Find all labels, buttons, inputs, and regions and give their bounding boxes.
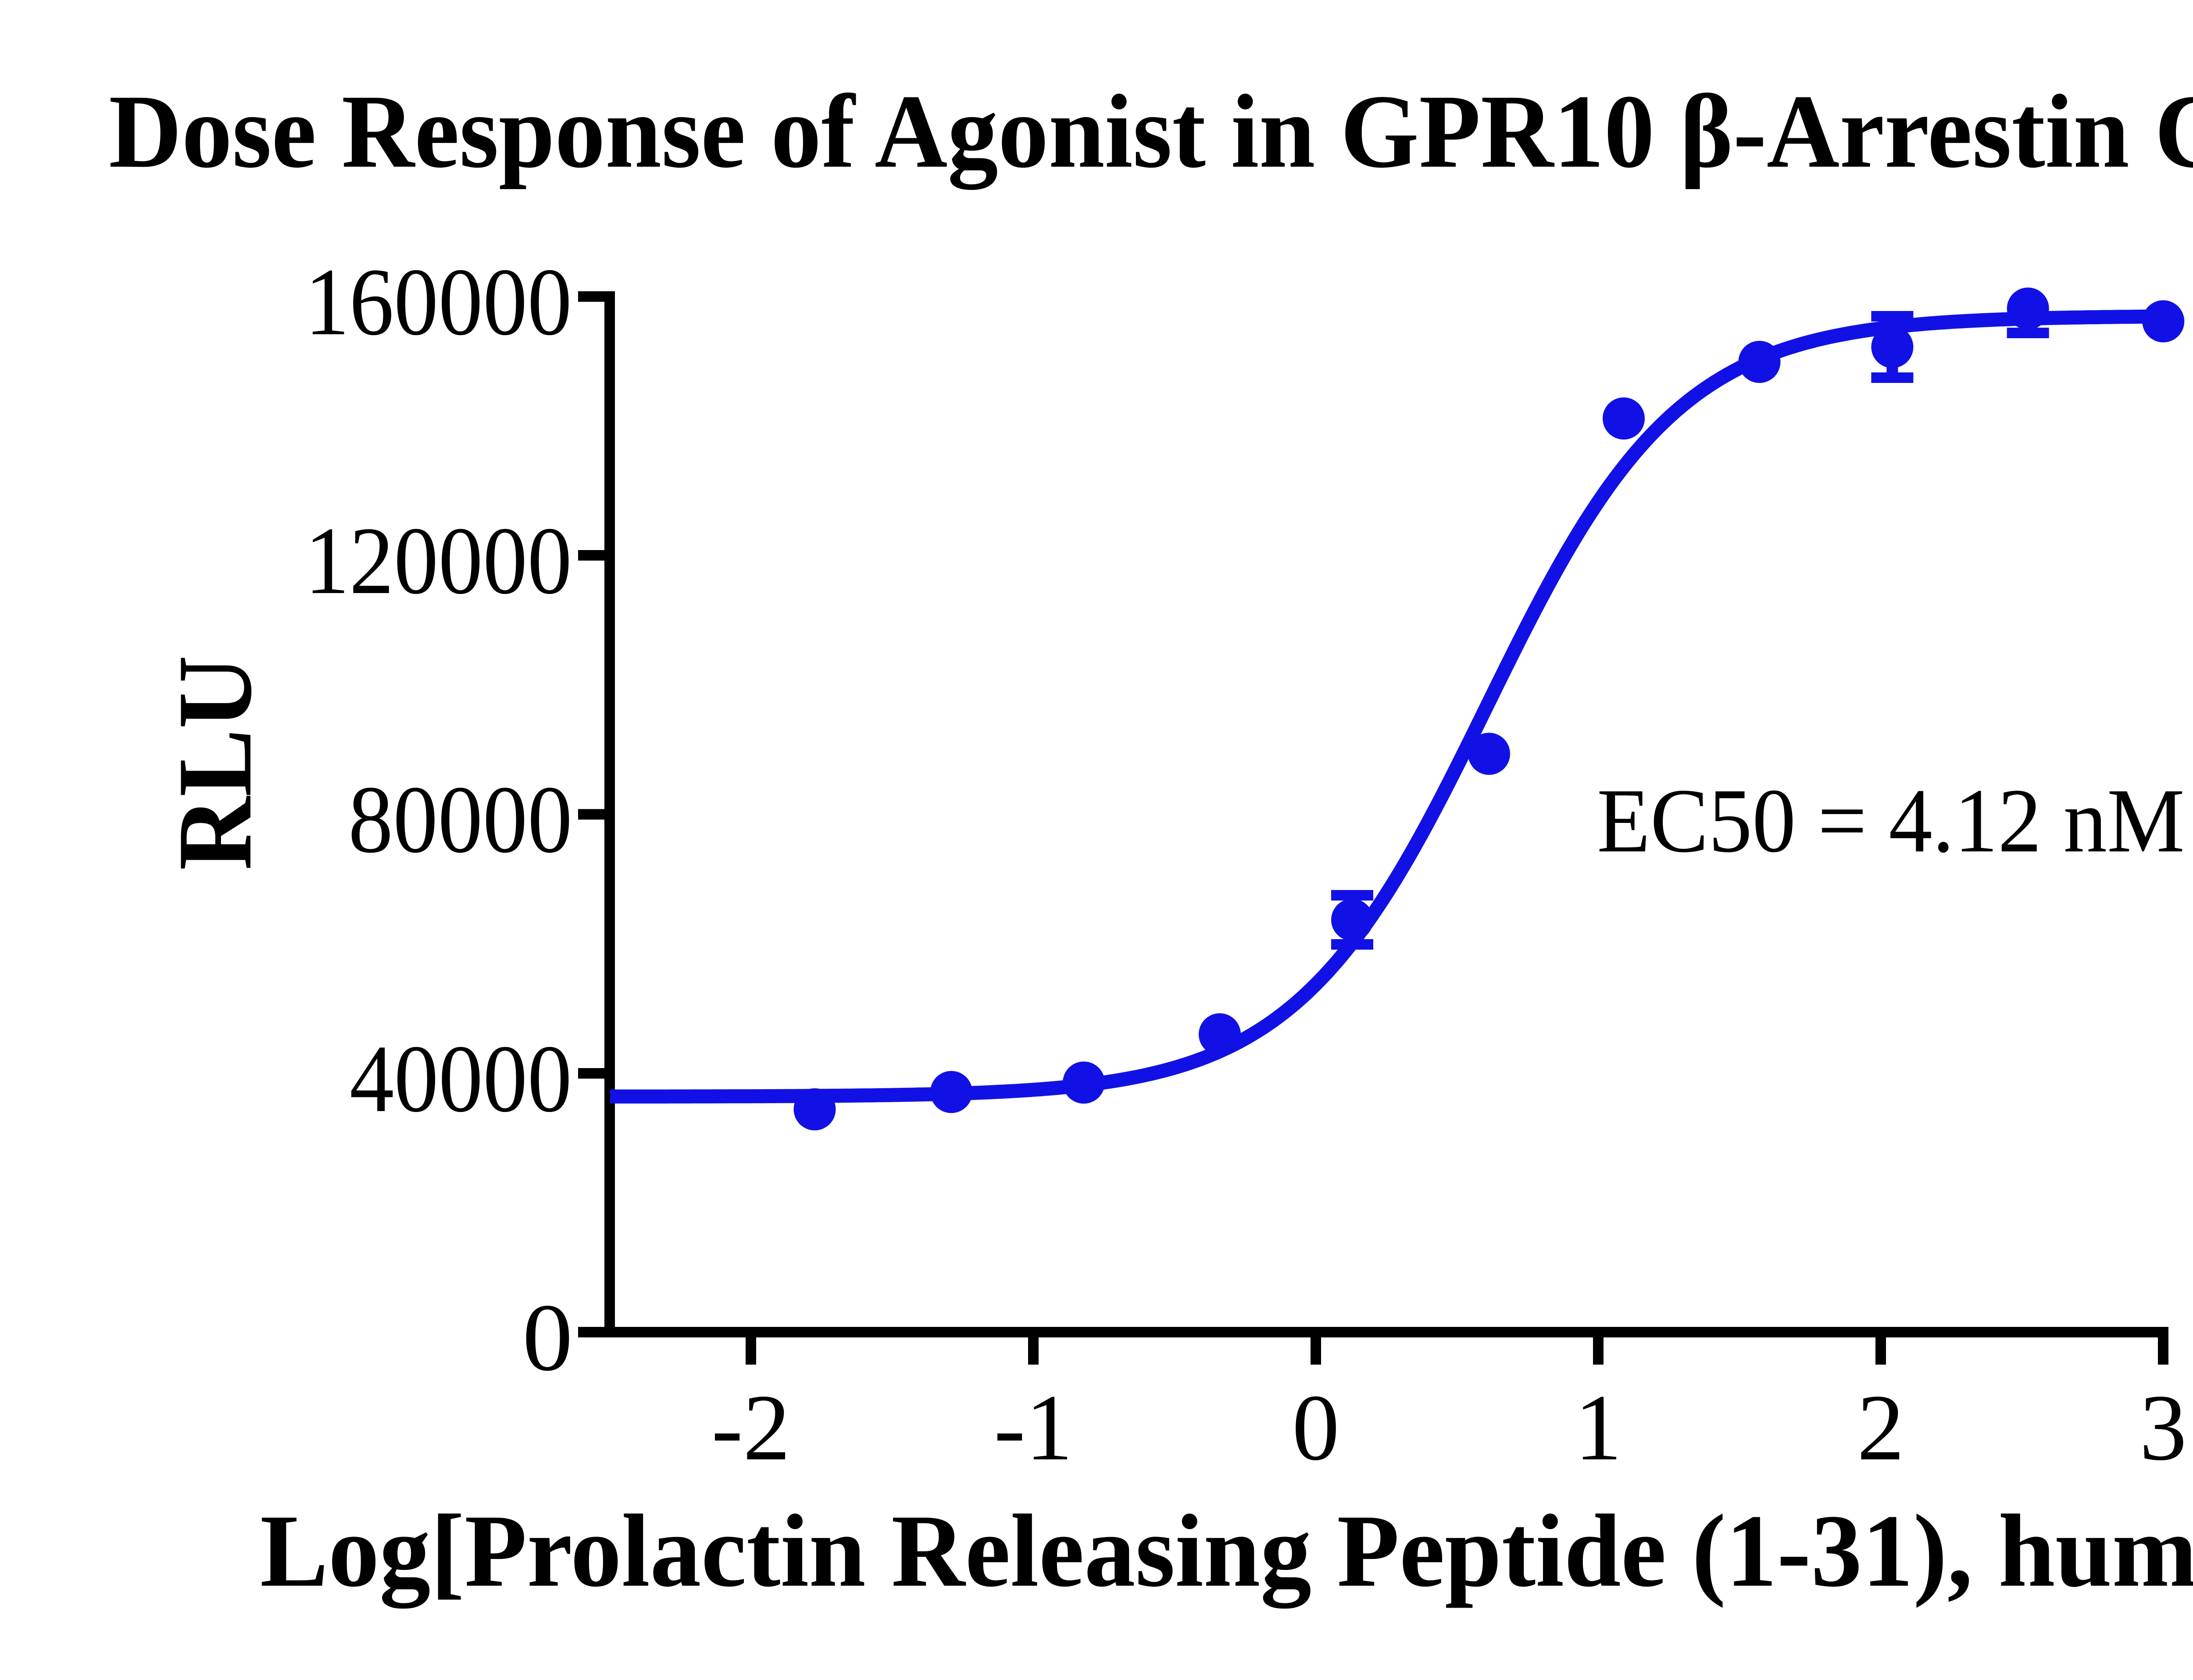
svg-text:120000: 120000 (305, 507, 572, 614)
svg-text:80000: 80000 (348, 766, 572, 873)
svg-text:RLU: RLU (156, 655, 274, 870)
svg-text:2: 2 (1857, 1375, 1904, 1480)
svg-text:0: 0 (522, 1284, 573, 1391)
svg-text:160000: 160000 (305, 248, 572, 355)
svg-text:3: 3 (2139, 1375, 2187, 1480)
svg-text:40000: 40000 (350, 1025, 572, 1132)
svg-text:Dose Response of Agonist in GP: Dose Response of Agonist in GPR10 β-Arre… (109, 73, 2193, 190)
svg-text:1: 1 (1575, 1375, 1622, 1480)
svg-text:EC50 = 4.12 nM: EC50 = 4.12 nM (1597, 770, 2185, 872)
svg-text:Log[Prolactin Releasing Peptid: Log[Prolactin Releasing Peptide (1-31), … (260, 1494, 2193, 1609)
svg-text:0: 0 (1292, 1375, 1339, 1480)
svg-text:-2: -2 (711, 1375, 790, 1480)
svg-text:-1: -1 (994, 1375, 1073, 1480)
